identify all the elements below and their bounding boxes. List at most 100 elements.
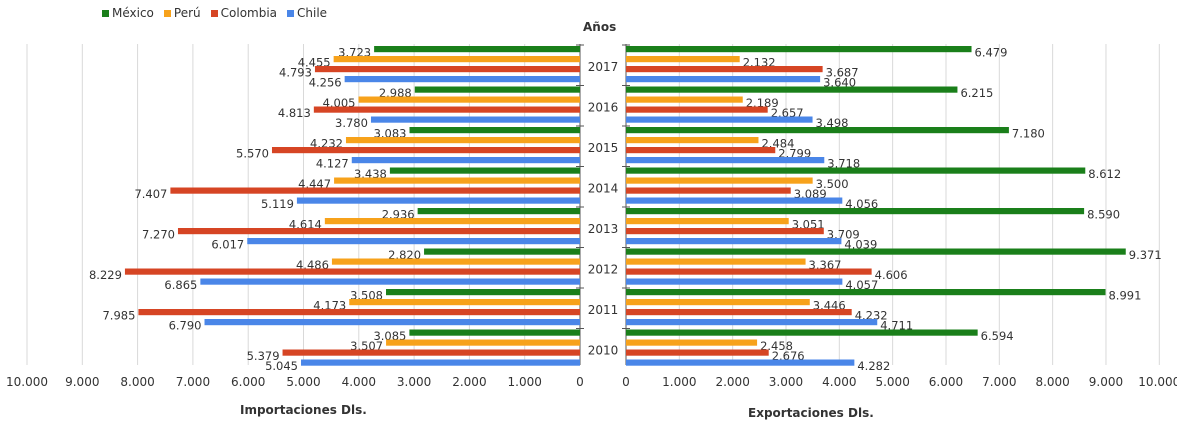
bar-exportaciones-mexico-2016 (626, 86, 958, 93)
bar-exportaciones-colombia-2012 (626, 268, 872, 275)
bar-importaciones-colombia-2011 (138, 309, 580, 316)
data-label-exportaciones-chile-2013: 4.039 (844, 238, 877, 252)
bar-exportaciones-peru-2015 (626, 137, 759, 144)
bar-importaciones-peru-2014 (334, 177, 580, 184)
bar-importaciones-peru-2012 (331, 258, 580, 265)
bar-exportaciones-peru-2010 (626, 339, 758, 346)
bar-exportaciones-mexico-2015 (626, 127, 1009, 134)
legend-swatch-colombia (210, 9, 218, 17)
tick-label-importaciones-8000: 8.000 (120, 375, 154, 389)
legend-swatch-chile (287, 9, 295, 17)
data-label-importaciones-chile-2012: 6.865 (164, 278, 197, 292)
bar-importaciones-colombia-2010 (282, 349, 580, 356)
data-label-exportaciones-chile-2010: 4.282 (857, 359, 890, 373)
legend-item-peru[interactable]: Perú (163, 6, 201, 20)
bar-importaciones-peru-2015 (345, 137, 580, 144)
category-label-2016: 2016 (588, 101, 619, 115)
bar-importaciones-peru-2011 (349, 299, 580, 306)
legend-swatch-mexico (102, 9, 109, 17)
bar-importaciones-mexico-2016 (414, 86, 580, 93)
category-label-2015: 2015 (588, 141, 619, 155)
data-label-exportaciones-colombia-2017: 3.687 (826, 66, 859, 80)
category-label-2014: 2014 (588, 182, 619, 196)
data-label-exportaciones-colombia-2012: 4.606 (875, 268, 908, 282)
bar-exportaciones-colombia-2017 (626, 66, 823, 73)
bar-importaciones-peru-2017 (333, 56, 580, 63)
legend-item-mexico[interactable]: México (102, 6, 154, 20)
category-label-2011: 2011 (588, 303, 619, 317)
bar-exportaciones-peru-2011 (626, 299, 810, 306)
bar-exportaciones-mexico-2013 (626, 208, 1085, 215)
data-label-exportaciones-mexico-2014: 8.612 (1088, 167, 1121, 181)
bar-importaciones-colombia-2015 (271, 147, 580, 154)
data-label-importaciones-chile-2013: 6.017 (211, 238, 244, 252)
category-label-2012: 2012 (588, 263, 619, 277)
data-label-importaciones-chile-2010: 5.045 (265, 359, 298, 373)
bar-exportaciones-chile-2016 (626, 116, 813, 123)
bar-exportaciones-chile-2010 (626, 359, 855, 366)
data-label-importaciones-colombia-2016: 4.813 (278, 106, 311, 120)
bar-importaciones-chile-2015 (351, 157, 580, 164)
tick-label-exportaciones-10000: 10.000 (1138, 375, 1177, 389)
bar-importaciones-chile-2011 (204, 319, 580, 326)
data-label-exportaciones-peru-2014: 3.500 (816, 177, 849, 191)
data-label-exportaciones-mexico-2016: 6.215 (960, 86, 993, 100)
data-label-importaciones-colombia-2015: 5.570 (236, 147, 269, 161)
data-label-exportaciones-chile-2011: 4.711 (880, 319, 913, 333)
data-label-exportaciones-mexico-2010: 6.594 (981, 329, 1014, 343)
data-label-exportaciones-mexico-2015: 7.180 (1012, 127, 1045, 141)
bar-exportaciones-chile-2015 (626, 157, 825, 164)
bar-exportaciones-colombia-2013 (626, 228, 824, 235)
bar-importaciones-colombia-2014 (170, 187, 581, 194)
bar-exportaciones-peru-2012 (626, 258, 806, 265)
tick-label-importaciones-6000: 6.000 (231, 375, 265, 389)
tick-label-exportaciones-8000: 8.000 (1035, 375, 1069, 389)
bar-importaciones-chile-2017 (344, 76, 580, 83)
bar-importaciones-peru-2016 (358, 96, 580, 103)
bar-importaciones-mexico-2011 (386, 289, 580, 296)
tick-label-exportaciones-9000: 9.000 (1089, 375, 1123, 389)
data-label-exportaciones-chile-2012: 4.057 (845, 278, 878, 292)
bar-importaciones-peru-2010 (386, 339, 580, 346)
data-label-exportaciones-chile-2016: 3.498 (816, 116, 849, 130)
data-label-importaciones-chile-2015: 4.127 (316, 157, 349, 171)
bar-exportaciones-colombia-2015 (626, 147, 776, 154)
data-label-importaciones-chile-2016: 3.780 (335, 116, 368, 130)
data-label-importaciones-chile-2011: 6.790 (169, 319, 202, 333)
data-label-exportaciones-mexico-2012: 9.371 (1129, 248, 1162, 262)
legend-label-chile: Chile (297, 6, 328, 20)
tick-label-importaciones-5000: 5.000 (286, 375, 320, 389)
data-label-importaciones-colombia-2013: 7.270 (142, 228, 175, 242)
bar-importaciones-colombia-2012 (124, 268, 580, 275)
bar-exportaciones-mexico-2012 (626, 248, 1126, 255)
bar-exportaciones-mexico-2014 (626, 167, 1086, 174)
bar-exportaciones-peru-2016 (626, 96, 743, 103)
bar-importaciones-colombia-2013 (177, 228, 580, 235)
bar-exportaciones-mexico-2017 (626, 46, 972, 53)
legend-swatch-peru (163, 9, 171, 17)
legend-item-chile[interactable]: Chile (287, 6, 327, 20)
legend: México Perú Colombia Chile (102, 6, 327, 20)
data-label-importaciones-colombia-2014: 7.407 (134, 187, 167, 201)
legend-item-colombia[interactable]: Colombia (210, 6, 278, 20)
tick-label-exportaciones-4000: 4.000 (822, 375, 856, 389)
bar-exportaciones-colombia-2011 (626, 309, 852, 316)
legend-label-colombia: Colombia (220, 6, 278, 20)
tick-label-exportaciones-5000: 5.000 (875, 375, 909, 389)
bar-importaciones-mexico-2017 (374, 46, 580, 53)
data-label-importaciones-colombia-2012: 8.229 (89, 268, 122, 282)
bar-importaciones-colombia-2017 (314, 66, 580, 73)
bar-importaciones-mexico-2015 (409, 127, 580, 134)
bar-exportaciones-peru-2013 (626, 218, 789, 225)
bar-exportaciones-chile-2017 (626, 76, 821, 83)
data-label-importaciones-colombia-2017: 4.793 (279, 66, 312, 80)
bar-importaciones-peru-2013 (324, 218, 580, 225)
tick-label-importaciones-0: 0 (576, 375, 584, 389)
tick-label-exportaciones-1000: 1.000 (662, 375, 696, 389)
legend-label-mexico: México (112, 6, 154, 20)
data-label-importaciones-chile-2014: 5.119 (261, 197, 294, 211)
category-label-2013: 2013 (588, 222, 619, 236)
data-label-exportaciones-mexico-2011: 8.991 (1108, 289, 1141, 303)
tick-label-exportaciones-6000: 6.000 (929, 375, 963, 389)
